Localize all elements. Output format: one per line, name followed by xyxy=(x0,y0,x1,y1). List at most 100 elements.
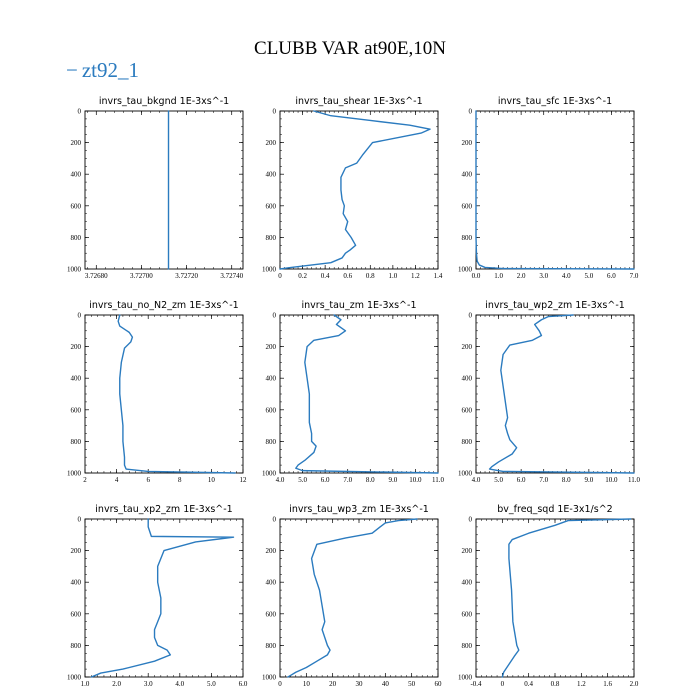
x-tick-label: 8 xyxy=(178,476,182,484)
x-tick-label: 5.0 xyxy=(584,272,593,280)
y-tick-label: 1000 xyxy=(67,266,82,274)
subplot-title: invrs_tau_xp2_zm 1E-3xs^-1 xyxy=(95,504,232,515)
plot-frame xyxy=(475,518,635,678)
x-tick-label: 3.72740 xyxy=(220,272,243,280)
y-tick-label: 800 xyxy=(462,234,473,242)
y-tick-label: 400 xyxy=(266,375,277,383)
subplot-title: invrs_tau_sfc 1E-3xs^-1 xyxy=(498,96,612,107)
x-tick-label: 12 xyxy=(240,476,248,484)
legend-label: zt92_1 xyxy=(81,58,139,82)
y-tick-label: 1000 xyxy=(458,674,473,682)
y-tick-label: 0 xyxy=(469,516,473,524)
y-tick-label: 200 xyxy=(71,547,82,555)
y-tick-label: 1000 xyxy=(458,266,473,274)
x-tick-label: 2 xyxy=(83,476,87,484)
y-tick-label: 800 xyxy=(462,642,473,650)
x-tick-label: 10.0 xyxy=(605,476,618,484)
x-tick-label: 11.0 xyxy=(628,476,640,484)
x-tick-label: 1.6 xyxy=(603,680,612,688)
plot-frame xyxy=(84,110,244,270)
x-tick-label: 4.0 xyxy=(562,272,571,280)
y-tick-label: 400 xyxy=(462,579,473,587)
x-tick-label: 10.0 xyxy=(409,476,422,484)
plot-frame xyxy=(279,518,439,678)
subplot-8: invrs_tau_wp3_zm 1E-3xs^-102004006008001… xyxy=(262,504,442,688)
x-tick-label: 2.0 xyxy=(517,272,526,280)
y-tick-label: 600 xyxy=(266,202,277,210)
y-tick-label: 1000 xyxy=(262,674,277,682)
series-line xyxy=(488,314,635,474)
x-tick-label: 0 xyxy=(501,680,505,688)
subplot-4: invrs_tau_no_N2_zm 1E-3xs^-1 0 200 400 600 80… xyxy=(67,300,247,484)
x-tick-label: 40 xyxy=(382,680,390,688)
y-tick-label: 200 xyxy=(462,547,473,555)
y-tick-label: 1000 xyxy=(262,266,277,274)
y-tick-label: 200 xyxy=(462,139,473,147)
x-tick-label: 0 xyxy=(278,680,282,688)
y-tick-label: 400 xyxy=(266,579,277,587)
x-tick-label: 5.0 xyxy=(207,680,216,688)
y-tick-label: 400 xyxy=(266,171,277,179)
x-tick-label: 4.0 xyxy=(175,680,184,688)
x-tick-label: 8.0 xyxy=(366,476,375,484)
legend-line-icon: − xyxy=(66,58,78,82)
x-tick-label: 9.0 xyxy=(584,476,593,484)
subplot-title: invrs_tau_no_N2_zm 1E-3xs^-1 xyxy=(89,300,238,311)
plot-frame xyxy=(279,314,439,474)
subplot-title: invrs_tau_shear 1E-3xs^-1 xyxy=(295,96,422,107)
x-tick-label: 0.8 xyxy=(366,272,375,280)
subplot-5: invrs_tau_zm 1E-3xs^-1 0 200 400 600 800 10004… xyxy=(262,300,444,484)
x-tick-label: 6 xyxy=(146,476,150,484)
y-tick-label: 800 xyxy=(71,642,82,650)
subplot-title: invrs_tau_wp3_zm 1E-3xs^-1 xyxy=(289,504,429,515)
x-tick-label: 30 xyxy=(356,680,364,688)
y-tick-label: 800 xyxy=(71,438,82,446)
y-tick-label: 200 xyxy=(266,343,277,351)
y-tick-label: 0 xyxy=(78,108,82,116)
x-tick-label: 9.0 xyxy=(388,476,397,484)
y-tick-label: 0 xyxy=(78,516,82,524)
y-tick-label: 200 xyxy=(71,139,82,147)
figure-title: CLUBB VAR at90E,10N xyxy=(254,38,446,59)
x-tick-label: 0.6 xyxy=(343,272,352,280)
y-tick-label: 1000 xyxy=(67,470,82,478)
x-tick-label: 20 xyxy=(329,680,337,688)
series-line xyxy=(279,110,431,270)
y-tick-label: 600 xyxy=(71,406,82,414)
x-tick-label: 1.0 xyxy=(81,680,90,688)
plot-frame xyxy=(84,518,244,678)
x-tick-label: 5.0 xyxy=(494,476,503,484)
y-tick-label: 400 xyxy=(462,375,473,383)
x-tick-label: 10 xyxy=(303,680,311,688)
y-tick-label: 200 xyxy=(266,547,277,555)
x-tick-label: 5.0 xyxy=(298,476,307,484)
x-tick-label: 3.72720 xyxy=(175,272,198,280)
x-tick-label: 0.4 xyxy=(321,272,330,280)
y-tick-label: 600 xyxy=(266,610,277,618)
x-tick-label: -0.4 xyxy=(470,680,482,688)
subplot-1: invrs_tau_bkgnd 1E-3xs^-1 0 200 400 600 800 10… xyxy=(67,96,244,280)
y-tick-label: 200 xyxy=(71,343,82,351)
x-tick-label: 60 xyxy=(435,680,443,688)
x-tick-label: 7.0 xyxy=(343,476,352,484)
y-tick-label: 1000 xyxy=(458,470,473,478)
y-tick-label: 800 xyxy=(266,642,277,650)
x-tick-label: 8.0 xyxy=(562,476,571,484)
x-tick-label: 6.0 xyxy=(607,272,616,280)
y-tick-label: 600 xyxy=(462,406,473,414)
y-tick-label: 0 xyxy=(469,312,473,320)
y-tick-label: 0 xyxy=(273,516,277,524)
x-tick-label: 7.0 xyxy=(539,476,548,484)
x-tick-label: 11.0 xyxy=(432,476,444,484)
x-tick-label: 6.0 xyxy=(239,680,248,688)
y-tick-label: 800 xyxy=(266,234,277,242)
x-tick-label: 6.0 xyxy=(517,476,526,484)
plot-frame xyxy=(84,314,244,474)
x-tick-label: 0.8 xyxy=(551,680,560,688)
x-tick-label: 1.2 xyxy=(577,680,586,688)
x-tick-label: 10 xyxy=(208,476,216,484)
y-tick-label: 1000 xyxy=(262,470,277,478)
x-tick-label: 7.0 xyxy=(630,272,639,280)
y-tick-label: 0 xyxy=(273,312,277,320)
